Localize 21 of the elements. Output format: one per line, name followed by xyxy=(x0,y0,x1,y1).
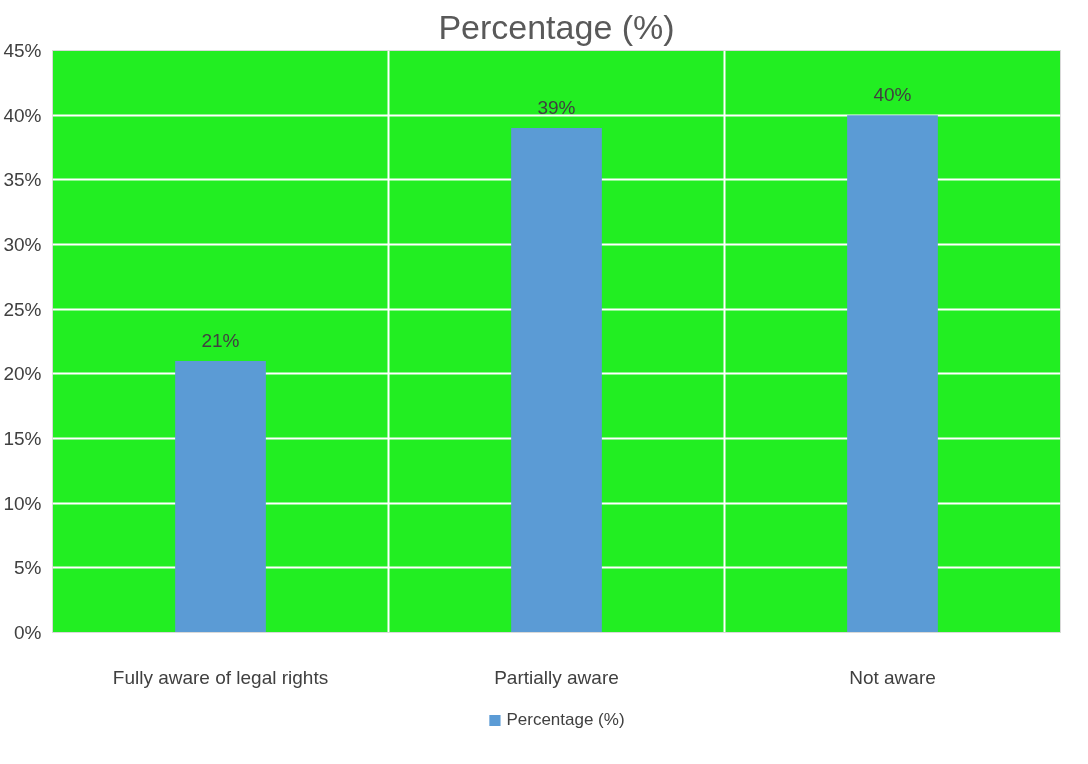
bar xyxy=(175,360,266,633)
bar xyxy=(847,115,938,633)
bar xyxy=(511,128,602,633)
y-tick-label: 5% xyxy=(14,557,42,579)
chart-title: Percentage (%) xyxy=(438,7,675,46)
data-label: 40% xyxy=(873,84,912,106)
y-tick-label: 45% xyxy=(3,40,42,61)
data-label: 21% xyxy=(201,329,240,351)
y-tick-label: 35% xyxy=(3,169,42,191)
y-tick-label: 15% xyxy=(3,428,42,449)
y-tick-label: 25% xyxy=(3,298,42,320)
y-tick-label: 0% xyxy=(14,622,42,643)
y-tick-label: 10% xyxy=(3,492,42,514)
legend-label: Percentage (%) xyxy=(506,710,625,730)
x-tick-label: Not aware xyxy=(849,666,936,688)
y-tick-label: 40% xyxy=(3,104,42,126)
x-tick-label: Fully aware of legal rights xyxy=(112,666,329,688)
data-label: 39% xyxy=(537,97,576,119)
y-tick-label: 20% xyxy=(3,363,42,385)
y-tick-label: 30% xyxy=(3,234,42,255)
x-tick-label: Partially aware xyxy=(494,666,619,688)
